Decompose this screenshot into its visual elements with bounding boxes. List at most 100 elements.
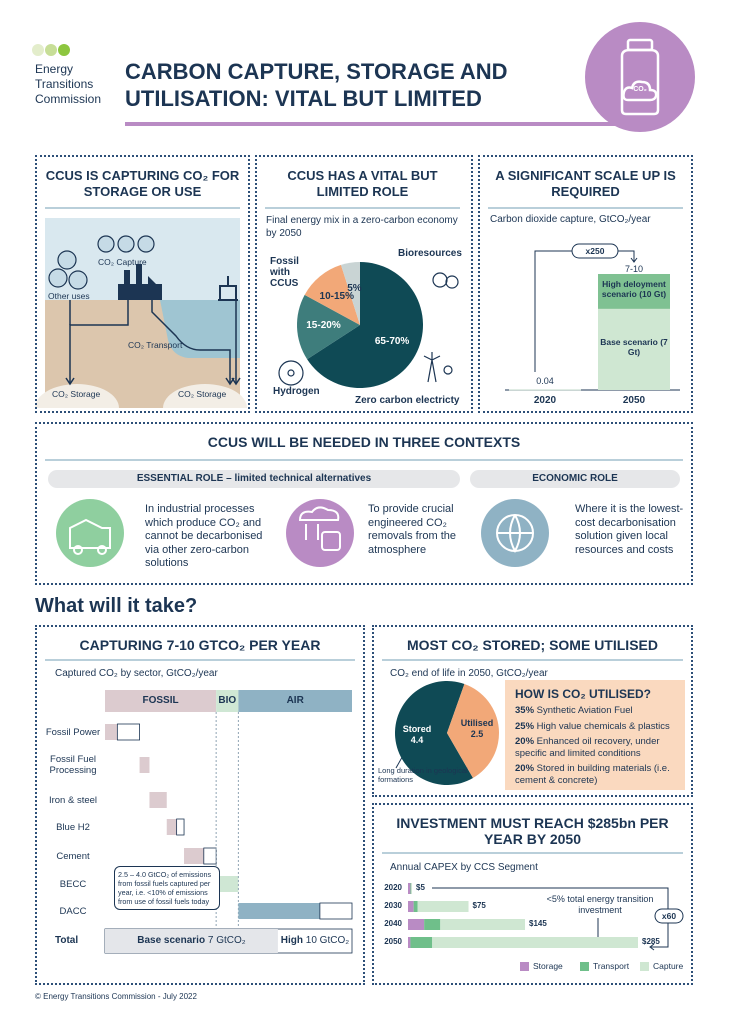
bar-segment xyxy=(424,919,441,930)
group-pill: ECONOMIC ROLE xyxy=(470,470,680,488)
legend-label: Capture xyxy=(653,961,684,971)
panel xyxy=(35,155,250,413)
bar-extra xyxy=(116,723,140,741)
x-label: 2050 xyxy=(622,395,646,406)
category-label: Blue H2 xyxy=(56,821,90,833)
use-text: Synthetic Aviation Fuel xyxy=(536,705,633,716)
pie-slice xyxy=(395,681,473,785)
icon-circle xyxy=(585,22,695,132)
uses-box xyxy=(505,680,685,790)
slice-name: Stored xyxy=(402,723,432,734)
total-label: $5 xyxy=(416,883,425,892)
uses-title: HOW IS CO₂ UTILISED? xyxy=(515,687,651,701)
sea xyxy=(160,300,240,358)
section-heading: What will it take? xyxy=(35,595,198,617)
factory xyxy=(118,264,162,300)
slice-name: Zero carbon electricty xyxy=(355,395,460,406)
bar-segment xyxy=(417,901,469,912)
group-name: BIO xyxy=(218,695,237,706)
pie-slice xyxy=(447,684,500,779)
panel-title: CCUS IS CAPTURING CO₂ FOR STORAGE OR USE xyxy=(45,168,240,199)
use-item: 20% Stored in building materials (i.e. c… xyxy=(515,763,685,786)
total-base-label: Base scenario 7 GtCO₂ xyxy=(105,935,278,947)
bar xyxy=(598,308,670,390)
use-share: 20% xyxy=(515,763,535,774)
pie-slice xyxy=(307,262,423,389)
multiplier-pill xyxy=(654,908,684,924)
panel-subtitle: Carbon dioxide capture, GtCO₂/year xyxy=(490,214,651,225)
slice-label: Utilised 2.5 xyxy=(452,718,502,740)
note: 2.5 – 4.0 GtCO₂ of emissions from fossil… xyxy=(114,866,220,910)
series-name: High deloyment scenario (10 Gt) xyxy=(601,279,667,300)
category-label: Iron & steel xyxy=(48,794,98,806)
bar-segment xyxy=(408,883,411,894)
panel xyxy=(255,155,473,413)
page-title: CARBON CAPTURE, STORAGE AND UTILISATION:… xyxy=(125,59,508,111)
year-label: 2030 xyxy=(384,901,402,910)
slice-name: Fossil with CCUS xyxy=(270,256,299,289)
slice-name: Utilised xyxy=(460,718,494,729)
slice-label: 5% xyxy=(347,282,362,294)
bar-base xyxy=(149,792,167,808)
slice-label: Stored 4.4 xyxy=(392,724,442,746)
slice-label: 65-70% xyxy=(374,336,410,348)
panel-subtitle: CO₂ end of life in 2050, GtCO₂/year xyxy=(390,668,548,679)
legend-swatch xyxy=(580,962,589,971)
bar-segment xyxy=(408,919,425,930)
panel xyxy=(35,422,693,585)
energy-icons xyxy=(278,272,459,386)
use-text: High value chemicals & plastics xyxy=(536,720,670,732)
group-band xyxy=(105,690,217,712)
panel-title: A SIGNIFICANT SCALE UP IS REQUIRED xyxy=(495,168,676,199)
panel xyxy=(35,625,365,985)
total-label: Total xyxy=(55,935,79,946)
diagram-label: CO₂ Storage xyxy=(52,389,101,399)
storage-formation xyxy=(163,384,247,408)
use-item: 20% Enhanced oil recovery, under specifi… xyxy=(515,736,685,759)
use-item: 25% High value chemicals & plastics xyxy=(515,721,685,733)
legend-swatch xyxy=(640,962,649,971)
section-rules xyxy=(45,207,683,854)
bar-segment xyxy=(408,937,411,948)
group-band xyxy=(238,690,352,712)
panel-subtitle: Final energy mix in a zero-carbon econom… xyxy=(266,215,458,239)
bar-base xyxy=(184,848,204,864)
footer: © Energy Transitions Commission - July 2… xyxy=(35,992,197,1001)
total-base xyxy=(105,929,278,953)
diagram-label: Other uses xyxy=(48,291,90,301)
total-value: 7 GtCO₂ xyxy=(207,935,246,946)
category-label: Fossil Power xyxy=(45,726,101,738)
category-label: BECC xyxy=(59,878,87,890)
slice-label: 15-20% xyxy=(306,320,341,332)
panel xyxy=(372,803,693,985)
diagram-label: CO₂ Transport xyxy=(128,340,183,350)
category-label: DACC xyxy=(59,905,87,917)
total-value: 10 GtCO₂ xyxy=(305,935,350,946)
multiplier: x250 xyxy=(585,246,605,256)
note: <5% total energy transition investment xyxy=(546,894,654,915)
panel-subtitle: Captured CO₂ by sector, GtCO₂/year xyxy=(55,668,218,679)
slice-label: 10-15% xyxy=(319,290,354,302)
bar-base xyxy=(216,876,239,892)
bar-extra xyxy=(176,818,185,836)
slice-name: Hydrogen xyxy=(273,386,320,397)
panel-title: MOST CO₂ STORED; SOME UTILISED xyxy=(407,637,658,653)
pie-slice xyxy=(296,294,360,360)
panel-title: INVESTMENT MUST REACH $285bn PER YEAR BY… xyxy=(396,815,669,847)
bar-segment xyxy=(432,937,638,948)
total-label: $145 xyxy=(529,919,547,928)
bar-base xyxy=(105,724,118,740)
legend-label: Transport xyxy=(593,961,630,971)
context-text: Where it is the lowest-cost decarbonisat… xyxy=(575,503,684,556)
group-name: FOSSIL xyxy=(142,695,179,706)
context-glyphs xyxy=(69,506,534,555)
note: Long duration in geological formations xyxy=(378,766,468,784)
pie-slice xyxy=(340,262,360,325)
pie-slice xyxy=(304,264,360,325)
bar-segment xyxy=(440,919,526,930)
multiplier-pill xyxy=(571,243,619,259)
panel-title: CCUS HAS A VITAL BUT LIMITED ROLE xyxy=(287,168,438,199)
total-label: $285 xyxy=(642,937,660,946)
group-band xyxy=(216,690,239,712)
